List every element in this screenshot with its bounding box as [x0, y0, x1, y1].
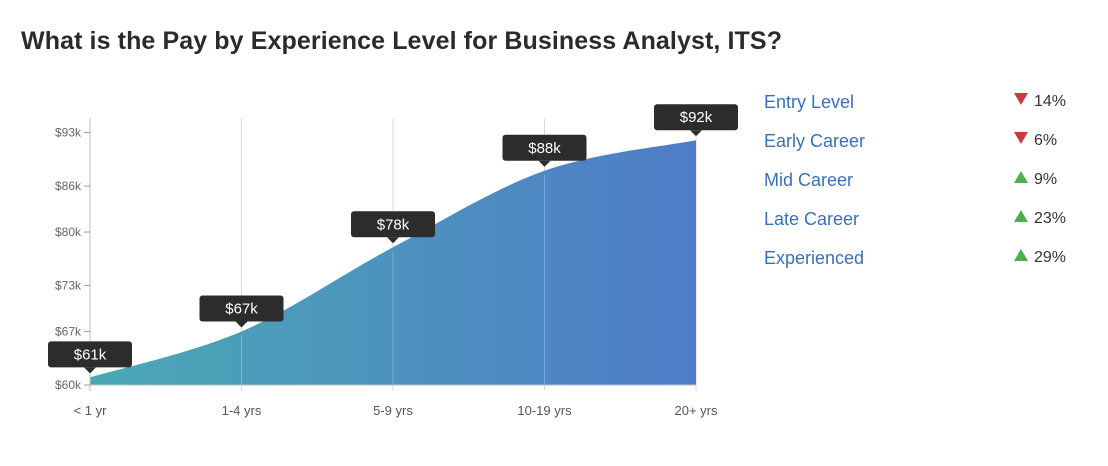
legend-row-entry-level[interactable]: Entry Level 14% [764, 92, 1084, 131]
down-arrow-icon [1014, 132, 1028, 144]
legend-change: 6% [1014, 132, 1057, 150]
chart-title: What is the Pay by Experience Level for … [21, 27, 783, 55]
change-value: 23% [1034, 210, 1067, 227]
data-label-text: $92k [680, 109, 713, 126]
data-label-box [48, 341, 132, 368]
data-label-text: $78k [377, 216, 410, 233]
data-label: $78k [351, 211, 435, 244]
legend-change: 14% [1014, 93, 1066, 111]
up-arrow-icon [1014, 210, 1028, 222]
legend-change: 29% [1014, 249, 1066, 267]
up-arrow-icon [1014, 249, 1028, 261]
pay-by-experience-chart: $60k $67k $73k $80k $86k $93k < 1 yr 1-4 yrs 5-9… [48, 104, 738, 418]
legend-row-late-career[interactable]: Late Career 23% [764, 209, 1084, 248]
legend-label[interactable]: Mid Career [764, 170, 854, 190]
data-label: $61k [48, 341, 132, 374]
y-tick-label: $80k [55, 225, 82, 239]
legend-row-experienced[interactable]: Experienced 29% [764, 248, 1084, 287]
data-label-pointer [84, 367, 96, 374]
y-tick-label: $86k [55, 179, 82, 193]
y-tick-label: $93k [55, 126, 82, 140]
change-value: 6% [1034, 132, 1058, 149]
legend-change: 23% [1014, 210, 1066, 228]
change-value: 14% [1034, 93, 1067, 110]
x-tick-label: 5-9 yrs [373, 403, 413, 418]
legend-label[interactable]: Experienced [764, 248, 865, 268]
x-tick-label: 20+ yrs [675, 403, 718, 418]
data-label-pointer [387, 237, 399, 244]
data-label-pointer [690, 130, 702, 137]
down-arrow-icon [1014, 93, 1028, 105]
y-tick-label: $60k [55, 378, 82, 392]
data-label-box [502, 134, 587, 161]
y-tick-label: $67k [55, 324, 82, 338]
data-label-text: $61k [74, 346, 107, 363]
data-label-box [351, 211, 435, 238]
x-tick-label: 10-19 yrs [517, 403, 572, 418]
x-tick-label: 1-4 yrs [222, 403, 262, 418]
data-label-pointer [235, 321, 248, 328]
legend-label[interactable]: Late Career [764, 209, 860, 229]
y-tick-label: $73k [55, 279, 82, 293]
data-label: $67k [199, 295, 284, 328]
data-label-box [654, 104, 738, 131]
change-value: 29% [1034, 249, 1067, 266]
data-label: $88k [502, 134, 587, 167]
legend-row-mid-career[interactable]: Mid Career 9% [764, 170, 1084, 209]
legend-label[interactable]: Entry Level [764, 92, 855, 112]
data-label-pointer [538, 160, 551, 167]
data-label-text: $67k [225, 300, 258, 317]
legend-row-early-career[interactable]: Early Career 6% [764, 131, 1084, 170]
legend-change: 9% [1014, 171, 1057, 189]
data-label: $92k [654, 104, 738, 137]
legend-label[interactable]: Early Career [764, 131, 866, 151]
change-value: 9% [1034, 171, 1058, 188]
data-label-text: $88k [528, 140, 561, 157]
x-tick-label: < 1 yr [74, 403, 108, 418]
data-label-box [199, 295, 284, 322]
experience-legend: Entry Level 14% Early Career 6% Mid Care… [764, 92, 1084, 287]
area-series [90, 140, 696, 385]
up-arrow-icon [1014, 171, 1028, 183]
